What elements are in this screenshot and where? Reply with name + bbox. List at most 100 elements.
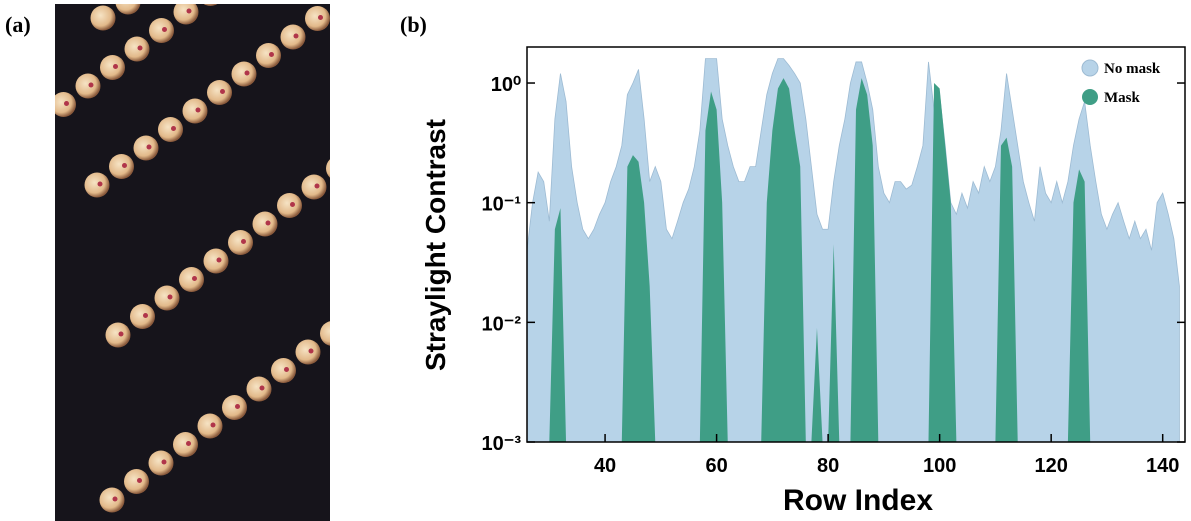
bead <box>133 135 159 161</box>
legend-marker <box>1081 59 1099 77</box>
bead-spot <box>192 276 197 281</box>
bead-spot <box>161 459 167 465</box>
bead-spot <box>113 64 118 69</box>
bead-spot <box>339 165 344 170</box>
bead-spot <box>122 163 127 168</box>
y-tick-label: 10⁻² <box>482 313 522 335</box>
bead-spot <box>220 89 225 94</box>
bead-spot <box>112 496 118 502</box>
bead <box>149 18 174 43</box>
x-tick-label: 40 <box>594 455 616 477</box>
bead-spot <box>210 422 216 428</box>
bead-spot <box>269 52 274 57</box>
bead <box>228 230 253 255</box>
y-tick-label: 10⁻³ <box>482 433 522 455</box>
legend-marker <box>1082 89 1098 105</box>
bead <box>84 172 110 198</box>
bead-spot <box>64 101 69 106</box>
y-axis-title: Straylight Contrast <box>420 119 451 371</box>
bead <box>105 322 131 348</box>
bead-spot <box>186 441 191 446</box>
x-tick-label: 100 <box>923 455 956 477</box>
bead <box>271 358 296 383</box>
panel-label: (b) <box>400 12 427 37</box>
bead <box>173 432 198 457</box>
bead <box>256 43 281 68</box>
bead <box>100 55 125 80</box>
bead <box>27 111 52 136</box>
bead-spot <box>171 126 176 131</box>
bead-spot <box>235 404 240 409</box>
legend-label: No mask <box>1104 61 1161 77</box>
bead-spot <box>40 120 45 125</box>
bead <box>158 117 183 142</box>
bead <box>280 24 306 50</box>
bead <box>203 248 229 274</box>
plot-area <box>527 58 1180 442</box>
beads <box>0 4 344 513</box>
bead <box>2 129 27 154</box>
bead <box>124 469 149 494</box>
bead <box>154 285 180 311</box>
bead-spot <box>241 239 246 244</box>
bead-spot <box>333 330 338 335</box>
y-tick-label: 10⁰ <box>491 74 521 96</box>
y-tick-label: 10⁻¹ <box>482 194 522 216</box>
bead-spot <box>314 183 320 189</box>
bead-spot <box>259 385 265 391</box>
bead <box>90 5 116 31</box>
bead-spot <box>137 45 143 51</box>
x-axis-title: Row Index <box>783 484 933 517</box>
bead <box>75 73 101 99</box>
bead <box>124 36 150 62</box>
bead <box>295 339 321 365</box>
bead-spot <box>118 331 124 337</box>
bead-spot <box>308 348 314 354</box>
bead-spot <box>318 15 323 20</box>
bead <box>320 321 330 346</box>
bead-spot <box>290 202 295 207</box>
axes: 40 60 80 100 120 140 10⁻³ 10⁻² 10⁻¹ 10⁰ No mask Mas… <box>482 59 1185 477</box>
bead-spot <box>15 138 20 143</box>
x-tick-label: 80 <box>817 455 839 477</box>
bead <box>246 376 272 402</box>
bead <box>182 98 208 124</box>
bead <box>109 154 134 179</box>
bead <box>326 159 330 178</box>
x-tick-label: 60 <box>705 455 727 477</box>
bead <box>55 92 76 117</box>
panel-label: (a) <box>5 12 31 37</box>
bead <box>173 4 199 25</box>
bead-spot <box>146 144 152 150</box>
area <box>527 58 1180 442</box>
bead <box>197 413 223 439</box>
x-tick-label: 140 <box>1146 455 1179 477</box>
bead <box>115 4 141 15</box>
bead-spot <box>195 107 201 113</box>
bead <box>301 174 327 200</box>
bead <box>207 80 232 105</box>
bead-spot <box>162 27 167 32</box>
bead <box>130 304 155 329</box>
bead <box>305 6 330 31</box>
bead <box>0 148 3 173</box>
bead <box>148 450 174 476</box>
bead <box>179 267 204 292</box>
bead-spot <box>293 33 299 39</box>
bead-spot <box>284 367 289 372</box>
bead <box>277 193 302 218</box>
bead <box>99 487 125 513</box>
x-tick-label: 120 <box>1034 455 1067 477</box>
bead <box>203 4 218 6</box>
bead <box>252 211 278 237</box>
bead-spot <box>244 70 250 76</box>
bead-spot <box>88 82 94 88</box>
bead-spot <box>97 181 103 187</box>
bead-spot <box>167 294 173 300</box>
bead-spot <box>186 8 192 14</box>
legend-label: Mask <box>1104 90 1140 106</box>
bead-spot <box>137 478 142 483</box>
bead-spot <box>143 313 148 318</box>
bead-spot <box>216 257 222 263</box>
